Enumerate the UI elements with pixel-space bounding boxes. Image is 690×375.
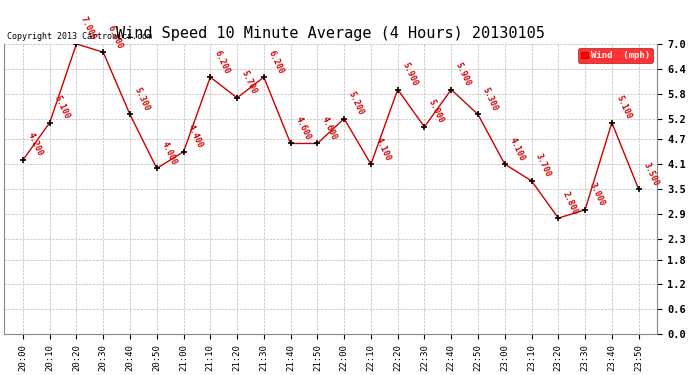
Text: 2.800: 2.800 [561,190,580,216]
Text: 6.800: 6.800 [106,24,125,50]
Text: 4.000: 4.000 [159,140,178,166]
Text: 5.100: 5.100 [52,94,71,121]
Title: Wind Speed 10 Minute Average (4 Hours) 20130105: Wind Speed 10 Minute Average (4 Hours) 2… [117,26,545,41]
Text: 5.300: 5.300 [132,86,151,112]
Legend: Wind  (mph): Wind (mph) [578,48,653,63]
Text: 3.500: 3.500 [641,160,660,187]
Text: 6.200: 6.200 [266,49,285,75]
Text: 5.000: 5.000 [427,98,446,125]
Text: 4.100: 4.100 [507,136,526,162]
Text: 6.200: 6.200 [213,49,232,75]
Text: 3.000: 3.000 [588,181,607,208]
Text: Copyright 2013 Cartronics.com: Copyright 2013 Cartronics.com [8,32,152,41]
Text: 5.700: 5.700 [239,69,259,96]
Text: 5.900: 5.900 [454,61,473,87]
Text: 5.100: 5.100 [615,94,633,121]
Text: 4.200: 4.200 [26,132,44,158]
Text: 4.600: 4.600 [293,115,312,141]
Text: 7.000: 7.000 [79,15,98,42]
Text: 5.900: 5.900 [400,61,419,87]
Text: 3.700: 3.700 [534,152,553,179]
Text: 5.200: 5.200 [347,90,366,117]
Text: 4.100: 4.100 [373,136,393,162]
Text: 4.400: 4.400 [186,123,205,150]
Text: 4.600: 4.600 [320,115,339,141]
Text: 5.300: 5.300 [481,86,500,112]
